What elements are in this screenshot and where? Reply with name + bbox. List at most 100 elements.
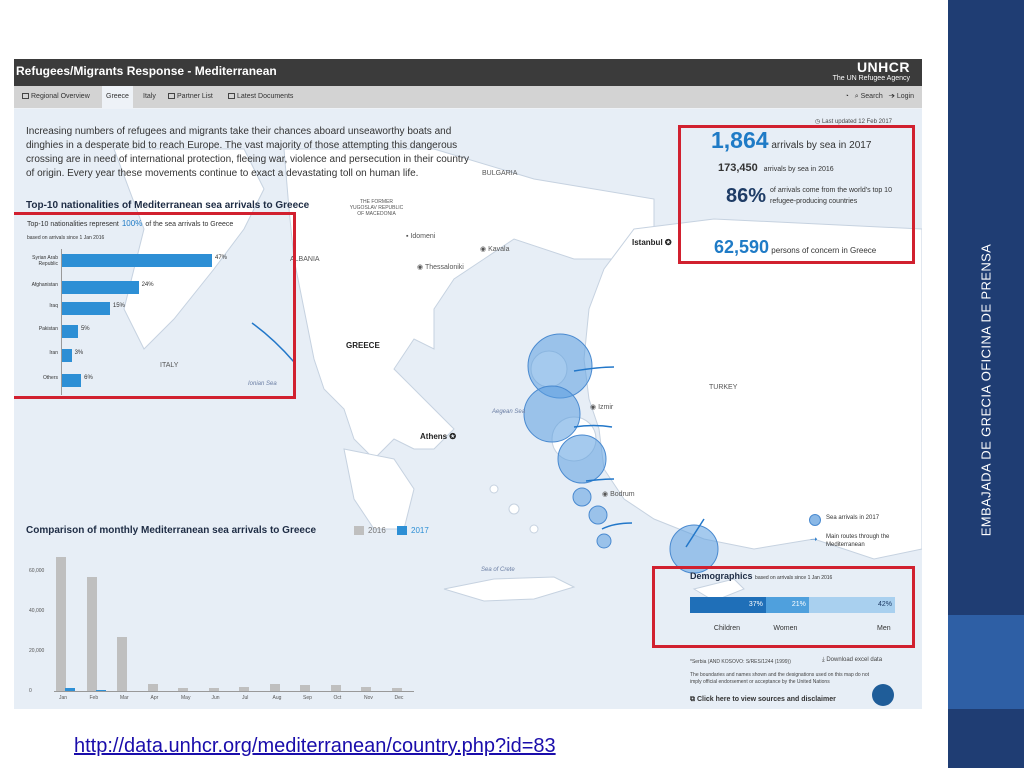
nationality-bar xyxy=(62,374,82,387)
nationality-label: Syrian Arab Republic xyxy=(32,255,58,267)
idomeni-text: Idomeni xyxy=(410,233,436,240)
tab-label: Greece xyxy=(106,93,129,100)
stat-top10: 86% of arrivals come from the world's top… xyxy=(726,185,908,207)
map-label-ionian: Ionian Sea xyxy=(248,381,277,387)
sources-link-text: Click here to view sources and disclaime… xyxy=(696,696,836,703)
map-label-istanbul: Istanbul ✪ xyxy=(632,238,672,247)
subtitle-post: of the sea arrivals to Greece xyxy=(145,221,234,228)
legend-2016-swatch xyxy=(354,526,364,535)
tab-label: Latest Documents xyxy=(237,93,294,100)
search-link[interactable]: ⌕ Search xyxy=(855,93,883,100)
nationality-bar xyxy=(62,349,72,362)
tab-latest-documents[interactable]: Latest Documents xyxy=(224,86,297,108)
map-label-fyrom: THE FORMER YUGOSLAV REPUBLIC OF MACEDONI… xyxy=(349,199,404,217)
sources-link[interactable]: ⧉ Click here to view sources and disclai… xyxy=(690,696,836,704)
map-label-aegean: Aegean Sea xyxy=(492,409,526,415)
x-tick-label: Feb xyxy=(89,695,99,701)
login-link[interactable]: ➔ Login xyxy=(889,93,914,100)
kavala-text: Kavala xyxy=(488,246,510,253)
external-link-icon: ⧉ xyxy=(690,696,695,703)
x-tick-label: Dec xyxy=(394,695,404,701)
map-label-athens: Athens ✪ xyxy=(420,432,457,441)
athens-text: Athens xyxy=(420,432,448,441)
stat-concern-value: 62,590 xyxy=(714,237,770,257)
month-bar-2016 xyxy=(269,684,280,691)
nationalities-axis xyxy=(61,249,62,395)
map-label-izmir: ◉ Izmir xyxy=(590,404,614,411)
nationality-value: 47% xyxy=(215,255,228,261)
demographic-label: Children xyxy=(713,625,740,632)
demographic-label: Men xyxy=(877,625,891,632)
x-tick-label: Jul xyxy=(242,695,249,701)
month-bar-2016 xyxy=(56,557,66,691)
nationality-bar xyxy=(62,325,78,338)
demographic-segment: 37% xyxy=(690,597,766,613)
thessaloniki-text: Thessaloniki xyxy=(424,264,464,271)
x-tick-label: Nov xyxy=(364,695,373,701)
unhcr-logo[interactable]: UNHCR The UN Refugee Agency xyxy=(832,59,910,83)
tab-italy[interactable]: Italy xyxy=(139,86,160,108)
nationality-label: Iraq xyxy=(49,303,58,309)
stat-arrivals-2017-label: arrivals by sea in 2017 xyxy=(771,140,872,151)
month-bar-2016 xyxy=(117,637,127,691)
pdf-icon[interactable] xyxy=(872,684,894,706)
app-header: Refugees/Migrants Response - Mediterrane… xyxy=(14,59,922,86)
month-bar-2016 xyxy=(330,685,341,691)
stat-concern-label: persons of concern in Greece xyxy=(771,246,877,255)
x-tick-label: Mar xyxy=(120,695,129,701)
month-bar-2016 xyxy=(208,688,219,691)
nationality-value: 3% xyxy=(74,350,84,356)
serbia-note: *Serbia (AND KOSOVO: S/RES/1244 (1999)) xyxy=(690,659,791,665)
search-icon: ⌕ xyxy=(854,93,859,100)
stat-arrivals-2017: 1,864 arrivals by sea in 2017 xyxy=(711,127,871,154)
month-bar-2016 xyxy=(300,685,310,691)
x-tick-label: Apr xyxy=(150,695,159,701)
last-updated-text: Last updated 12 Feb 2017 xyxy=(821,119,892,125)
download-icon: ⤓ xyxy=(822,657,825,663)
x-tick-label: Jan xyxy=(59,695,68,701)
demographics-title: Demographics based on arrivals since 1 J… xyxy=(690,571,832,581)
map-label-turkey: TURKEY xyxy=(709,384,738,391)
nationality-value: 24% xyxy=(141,282,154,288)
subtitle-pre: Top-10 nationalities represent xyxy=(27,221,119,228)
logo-text: UNHCR xyxy=(856,59,910,75)
nav-bar: Regional Overview Greece Italy Partner L… xyxy=(14,86,922,108)
demographics-bar: 37% 21% 42% xyxy=(690,597,895,613)
monthly-title: Comparison of monthly Mediterranean sea … xyxy=(26,525,317,536)
istanbul-text: Istanbul xyxy=(632,238,663,247)
tab-partner-list[interactable]: Partner List xyxy=(164,86,217,108)
month-bar-2017 xyxy=(95,690,106,691)
logo-subtext: The UN Refugee Agency xyxy=(832,75,910,83)
map-label-crete-sea: Sea of Crete xyxy=(481,567,515,573)
nationality-value: 15% xyxy=(112,303,125,309)
demographic-segment: 21% xyxy=(765,597,809,613)
sidebar-vertical-title: EMBAJADA DE GRECIA OFICINA DE PRENSA xyxy=(978,243,994,537)
legend-2017-swatch xyxy=(397,526,407,535)
tab-greece[interactable]: Greece xyxy=(102,86,133,108)
x-tick-label: Jun xyxy=(211,695,220,701)
tab-regional-overview[interactable]: Regional Overview xyxy=(18,86,94,108)
stat-top10-value: 86% xyxy=(726,185,767,207)
x-tick-label: Sep xyxy=(303,695,312,701)
legend-circle-icon xyxy=(809,514,821,526)
source-url[interactable]: http://data.unhcr.org/mediterranean/coun… xyxy=(74,735,556,757)
map-label-thessaloniki: ◉ Thessaloniki xyxy=(417,264,464,271)
last-updated: ◷ Last updated 12 Feb 2017 xyxy=(815,119,892,125)
month-bar-2016 xyxy=(86,577,97,691)
y-tick-label: 0 xyxy=(29,688,32,694)
nationality-label: Pakistan xyxy=(38,326,58,332)
nationality-label: Afghanistan xyxy=(31,282,58,288)
download-link[interactable]: ⤓ Download excel data xyxy=(822,657,882,664)
map-label-albania: ALBANIA xyxy=(290,256,320,263)
rss-icon[interactable]: ◔ xyxy=(844,93,849,100)
demographic-segment: 42% xyxy=(808,597,895,613)
nationality-value: 5% xyxy=(80,326,90,332)
right-sidebar: EMBAJADA DE GRECIA OFICINA DE PRENSA xyxy=(948,0,1024,768)
nationalities-basis: based on arrivals since 1 Jan 2016 xyxy=(27,235,105,241)
stat-top10-label: of arrivals come from the world's top 10… xyxy=(770,187,892,205)
legend-2017-label: 2017 xyxy=(411,526,429,535)
x-axis-line xyxy=(54,691,414,692)
stat-arrivals-2017-value: 1,864 xyxy=(711,127,769,153)
legend-circle-label: Sea arrivals in 2017 xyxy=(826,515,880,521)
month-bar-2017 xyxy=(65,688,75,691)
